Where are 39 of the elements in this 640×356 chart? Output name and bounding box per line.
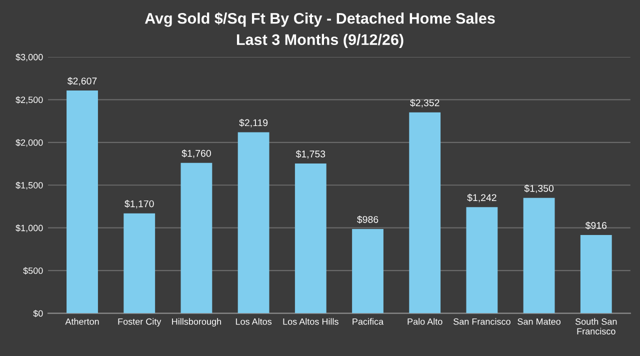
y-tick-label: $2,000 bbox=[16, 138, 43, 147]
data-label: $1,760 bbox=[182, 150, 211, 158]
x-tick-label: Hillsborough bbox=[172, 318, 221, 327]
chart-subtitle: Last 3 Months (9/12/26) bbox=[236, 34, 404, 48]
bar bbox=[294, 164, 326, 314]
y-tick-label: $0 bbox=[33, 310, 43, 318]
bar bbox=[180, 162, 212, 314]
x-tick-label: Foster City bbox=[118, 318, 162, 327]
bar bbox=[352, 229, 384, 314]
x-tick-label: Palo Alto bbox=[408, 318, 442, 325]
bar bbox=[124, 213, 156, 314]
bar bbox=[580, 235, 612, 314]
data-label: $1,350 bbox=[524, 184, 554, 193]
data-label: $2,119 bbox=[239, 118, 268, 128]
bar bbox=[238, 132, 270, 314]
x-tick-label: San Mateo bbox=[518, 318, 560, 325]
bar bbox=[409, 112, 441, 314]
x-tick-label: Pacifica bbox=[352, 318, 384, 325]
x-tick-label: San Francisco bbox=[454, 318, 510, 325]
bar bbox=[466, 207, 498, 314]
data-label: $1,170 bbox=[124, 200, 154, 208]
data-label: $916 bbox=[585, 222, 607, 230]
data-label: $1,242 bbox=[467, 194, 496, 202]
data-label: $2,607 bbox=[67, 77, 97, 86]
x-tick-label: Atherton bbox=[65, 318, 99, 325]
y-tick-label: $1,000 bbox=[16, 224, 43, 232]
bar bbox=[523, 198, 555, 314]
x-tick-label: Los Altos Hills bbox=[283, 318, 338, 325]
y-tick-label: $1,500 bbox=[16, 182, 43, 190]
chart-title: Avg Sold $/Sq Ft By City - Detached Home Sales bbox=[144, 12, 495, 27]
x-tick-label: Los Altos bbox=[236, 318, 272, 325]
bar bbox=[66, 90, 98, 314]
data-label: $2,352 bbox=[410, 98, 440, 108]
y-tick-label: $2,500 bbox=[16, 96, 43, 104]
y-tick-label: $500 bbox=[23, 267, 43, 274]
y-tick-label: $3,000 bbox=[16, 54, 43, 62]
data-label: $1,753 bbox=[296, 150, 326, 159]
x-tick-label: South San Francisco bbox=[575, 318, 617, 334]
data-label: $986 bbox=[357, 216, 378, 224]
